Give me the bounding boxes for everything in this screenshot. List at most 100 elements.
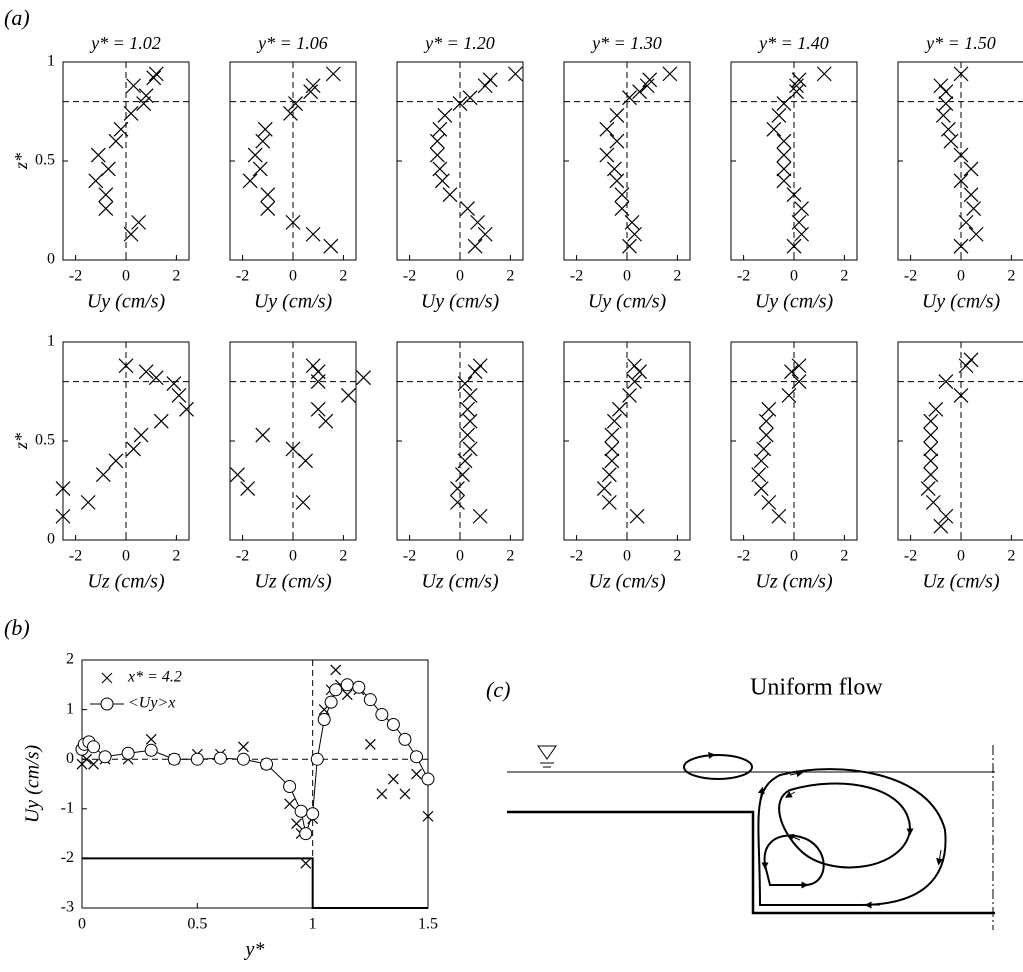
y-tick-label: 0 xyxy=(47,251,55,268)
cross-marker xyxy=(55,481,71,496)
cross-marker xyxy=(776,173,792,189)
x-tick-label: 0 xyxy=(957,548,965,565)
cross-marker xyxy=(88,173,104,189)
x-axis-label: Uz (cm/s) xyxy=(755,571,833,593)
x-tick-label: 2 xyxy=(172,268,180,285)
cross-marker xyxy=(291,818,302,830)
cross-marker xyxy=(596,481,612,496)
legend-marker xyxy=(101,672,113,684)
x-tick-label: -2 xyxy=(236,548,249,565)
y-tick-label: 0.5 xyxy=(35,432,55,449)
x-tick-label: -2 xyxy=(570,548,583,565)
circle-marker xyxy=(324,695,338,709)
cross-marker xyxy=(791,214,807,230)
cross-marker xyxy=(255,427,271,443)
cross-marker xyxy=(310,374,326,390)
x-axis-label: Uz (cm/s) xyxy=(922,571,1000,593)
cross-marker xyxy=(761,494,777,510)
cross-marker xyxy=(938,374,954,390)
cross-marker xyxy=(776,161,792,177)
eddy xyxy=(683,754,753,780)
y-tick-label: -1 xyxy=(61,799,74,816)
circle-marker xyxy=(375,708,389,722)
cross-marker xyxy=(133,427,149,443)
cross-marker xyxy=(758,413,774,429)
cross-marker xyxy=(632,364,648,380)
cross-marker xyxy=(450,494,465,510)
x-tick-label: 0.5 xyxy=(187,916,207,933)
cross-marker xyxy=(794,201,809,216)
cross-marker xyxy=(240,481,256,496)
x-tick-label: 0 xyxy=(289,268,297,285)
cross-marker xyxy=(288,96,303,112)
cross-marker xyxy=(789,84,804,100)
plot-frame xyxy=(730,61,858,261)
cross-marker xyxy=(609,133,625,149)
x-tick-label: 2 xyxy=(506,268,514,285)
cross-marker xyxy=(80,494,96,510)
cross-marker xyxy=(791,72,807,88)
legend-marker xyxy=(100,697,114,711)
x-tick-label: 0 xyxy=(790,548,798,565)
cross-marker xyxy=(457,376,473,392)
cross-marker xyxy=(330,664,342,676)
cross-marker xyxy=(477,78,493,94)
panel-label: (a) xyxy=(4,5,30,30)
cross-marker xyxy=(963,352,979,368)
cross-marker xyxy=(784,364,799,380)
cross-marker xyxy=(364,738,376,750)
x-tick-label: 0 xyxy=(456,548,464,565)
cross-marker xyxy=(255,133,271,149)
cross-marker xyxy=(508,66,523,82)
cross-marker xyxy=(953,388,969,403)
x-tick-label: 2 xyxy=(506,548,514,565)
cross-marker xyxy=(776,96,792,112)
cross-marker xyxy=(303,84,319,100)
cross-marker xyxy=(639,78,655,94)
cross-marker xyxy=(632,84,648,100)
circle-marker xyxy=(121,746,135,760)
inner-vortex xyxy=(778,782,912,869)
panel-title: y* = 1.02 xyxy=(89,33,161,53)
cross-marker xyxy=(940,121,956,137)
cross-marker xyxy=(925,494,941,510)
cross-marker xyxy=(98,187,114,203)
cross-marker xyxy=(376,788,388,800)
cross-marker xyxy=(399,788,411,800)
cross-marker xyxy=(599,121,615,137)
circle-marker xyxy=(310,752,324,766)
panel-title: y* = 1.30 xyxy=(590,33,662,53)
y-tick-label: 0.5 xyxy=(35,152,55,169)
circle-marker xyxy=(329,683,343,697)
cross-marker xyxy=(179,401,194,417)
circle-marker xyxy=(306,807,320,821)
arrow xyxy=(784,791,796,798)
cross-marker xyxy=(477,226,493,242)
cross-marker xyxy=(460,427,475,443)
cross-marker xyxy=(789,78,804,94)
x-tick-label: 0 xyxy=(623,268,631,285)
x-tick-label: -2 xyxy=(403,268,416,285)
panel-title: y* = 1.40 xyxy=(757,33,829,53)
cross-marker xyxy=(98,201,114,216)
x-tick-label: 0 xyxy=(790,268,798,285)
x-tick-label: -2 xyxy=(69,548,82,565)
diagram-title: Uniform flow xyxy=(750,675,883,701)
cross-marker xyxy=(771,508,787,524)
cross-marker xyxy=(604,453,620,469)
cross-marker xyxy=(356,370,371,386)
panel-label: (b) xyxy=(4,615,30,640)
legend-label: <Uy>x xyxy=(128,695,175,712)
cross-marker xyxy=(776,133,792,149)
cross-marker xyxy=(131,214,147,230)
boundary-line xyxy=(82,857,428,909)
cross-marker xyxy=(933,78,949,94)
cross-marker xyxy=(624,214,640,230)
cross-marker xyxy=(462,441,478,457)
x-axis-label: Uy (cm/s) xyxy=(87,291,166,313)
cross-marker xyxy=(166,376,182,392)
cross-marker xyxy=(238,741,249,753)
cross-marker xyxy=(953,66,969,82)
cross-marker xyxy=(126,441,141,457)
cross-marker xyxy=(612,401,627,417)
